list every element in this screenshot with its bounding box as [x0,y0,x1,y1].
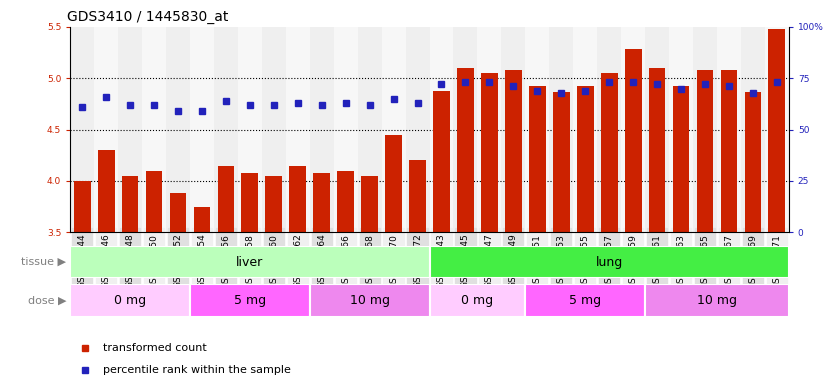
Bar [501,27,525,232]
Bar [145,171,163,232]
Bar [577,86,594,232]
Bar [453,27,477,232]
Bar [645,284,789,317]
Bar [409,161,426,232]
Bar [765,27,789,232]
Bar [481,73,498,232]
Bar [121,176,139,232]
Bar [70,27,94,232]
Bar [142,27,166,232]
Bar [553,92,570,232]
Bar [430,246,789,278]
Bar [310,284,430,317]
Bar [289,166,306,232]
Bar [430,284,525,317]
Bar [672,86,690,232]
Bar [217,166,235,232]
Bar [118,27,142,232]
Bar [457,68,474,232]
Bar [265,176,282,232]
Text: 10 mg: 10 mg [697,294,737,307]
Bar [382,27,406,232]
Text: liver: liver [236,256,263,268]
Bar [169,193,187,232]
Bar [573,27,597,232]
Text: 0 mg: 0 mg [114,294,146,307]
Bar [433,91,450,232]
Bar [477,27,501,232]
Bar [693,27,717,232]
Bar [337,171,354,232]
Bar [768,29,786,232]
Text: transformed count: transformed count [102,343,206,353]
Bar [385,135,402,232]
Text: dose ▶: dose ▶ [27,295,66,306]
Text: GDS3410 / 1445830_at: GDS3410 / 1445830_at [67,10,228,25]
Bar [358,27,382,232]
Bar [624,50,642,232]
Bar [741,27,765,232]
Bar [313,173,330,232]
Bar [720,70,738,232]
Bar [525,284,645,317]
Bar [97,150,115,232]
Text: tissue ▶: tissue ▶ [21,257,66,267]
Text: percentile rank within the sample: percentile rank within the sample [102,365,291,375]
Bar [648,68,666,232]
Bar [645,27,669,232]
Bar [430,27,453,232]
Bar [70,284,190,317]
Bar [286,27,310,232]
Bar [334,27,358,232]
Text: 10 mg: 10 mg [349,294,390,307]
Bar [70,246,430,278]
Bar [166,27,190,232]
Text: 5 mg: 5 mg [569,294,601,307]
Bar [310,27,334,232]
Bar [717,27,741,232]
Bar [214,27,238,232]
Bar [525,27,549,232]
Bar [238,27,262,232]
Bar [669,27,693,232]
Bar [621,27,645,232]
Bar [262,27,286,232]
Text: 5 mg: 5 mg [234,294,266,307]
Bar [193,207,211,232]
Bar [406,27,430,232]
Text: 0 mg: 0 mg [462,294,493,307]
Bar [549,27,573,232]
Bar [94,27,118,232]
Bar [597,27,621,232]
Bar [529,86,546,232]
Bar [696,70,714,232]
Bar [190,27,214,232]
Bar [241,173,259,232]
Bar [505,70,522,232]
Bar [744,92,762,232]
Bar [601,73,618,232]
Bar [361,176,378,232]
Text: lung: lung [596,256,623,268]
Bar [74,181,91,232]
Bar [190,284,310,317]
